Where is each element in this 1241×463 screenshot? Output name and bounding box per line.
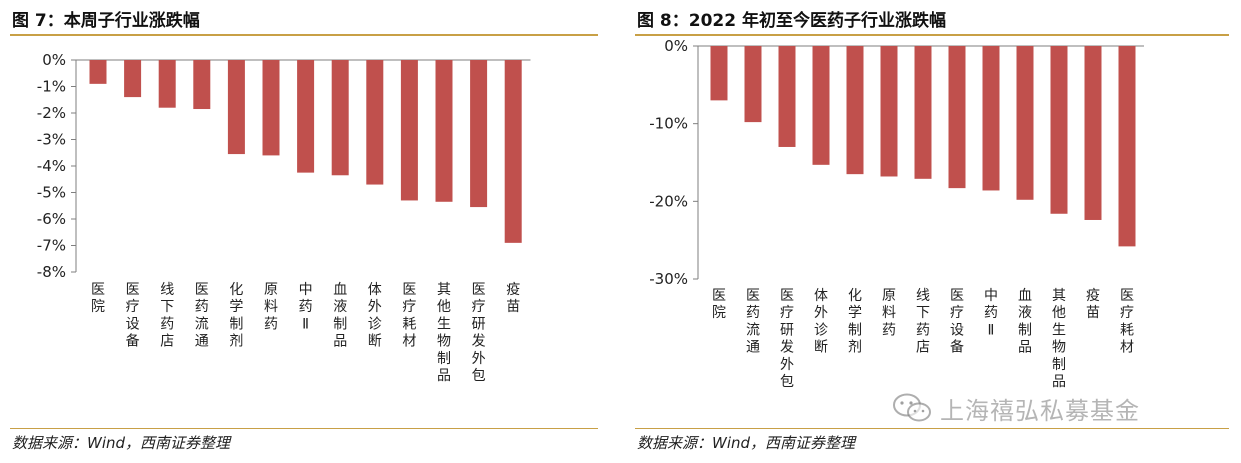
bar bbox=[158, 60, 176, 108]
bar bbox=[297, 60, 315, 173]
wechat-icon bbox=[892, 392, 932, 424]
bottom-rule bbox=[635, 428, 1229, 429]
x-tick-label: 医疗耗材 bbox=[402, 282, 416, 350]
bar bbox=[366, 60, 384, 185]
x-tick-label: 化学制剂 bbox=[229, 282, 243, 350]
title-rule bbox=[10, 34, 598, 36]
x-tick-label: 医疗设备 bbox=[950, 288, 964, 356]
x-tick-label: 医院 bbox=[712, 288, 726, 321]
y-tick-label: -2% bbox=[37, 104, 66, 122]
y-tick-label: -20% bbox=[649, 192, 688, 210]
x-tick-label: 医疗耗材 bbox=[1120, 288, 1134, 356]
bar bbox=[778, 46, 796, 147]
bar bbox=[1016, 46, 1034, 200]
y-tick-label: 0% bbox=[42, 51, 66, 69]
bar bbox=[1084, 46, 1102, 220]
bar bbox=[1050, 46, 1068, 214]
y-tick-label: -30% bbox=[649, 270, 688, 288]
x-tick-label: 化学制剂 bbox=[848, 288, 862, 356]
chart-panel-ytd: 图 8：2022 年初至今医药子行业涨跌幅 0% -10% -20% -30% 医院 医药… bbox=[625, 0, 1241, 463]
x-tick-label: 线下药店 bbox=[160, 282, 174, 350]
bar bbox=[880, 46, 898, 177]
bar bbox=[948, 46, 966, 189]
bar bbox=[435, 60, 453, 202]
x-tick-label: 医药流通 bbox=[746, 288, 760, 356]
bar bbox=[124, 60, 142, 98]
watermark: 上海禧弘私募基金 bbox=[892, 390, 1140, 426]
x-tick-label: 医院 bbox=[91, 282, 105, 315]
x-tick-label: 原料药 bbox=[264, 282, 278, 332]
bar bbox=[331, 60, 349, 176]
x-tick-label: 线下药店 bbox=[916, 288, 930, 356]
bar bbox=[914, 46, 932, 179]
x-tick-label: 中药 Ⅱ bbox=[299, 282, 313, 332]
bar-chart-ytd: 0% -10% -20% -30% 医院 医药流通 医疗研发外包 体外诊断 化学制剂 原料药 线下药… bbox=[649, 37, 1144, 390]
chart-source: 数据来源：Wind，西南证券整理 bbox=[12, 434, 231, 452]
bar bbox=[470, 60, 488, 208]
y-tick-label: -6% bbox=[37, 210, 66, 228]
bar bbox=[262, 60, 280, 156]
x-tick-label: 体外诊断 bbox=[368, 282, 382, 350]
bar bbox=[710, 46, 728, 101]
x-tick-label: 医疗研发外包 bbox=[780, 288, 794, 390]
y-tick-label: -3% bbox=[37, 131, 66, 149]
x-tick-label: 其他生物制品 bbox=[437, 282, 451, 384]
chart-source: 数据来源：Wind，西南证券整理 bbox=[637, 434, 856, 452]
x-tick-label: 体外诊断 bbox=[814, 288, 828, 356]
bottom-rule bbox=[10, 428, 598, 429]
bar bbox=[744, 46, 762, 123]
x-tick-label: 医疗设备 bbox=[126, 282, 140, 350]
y-tick-label: -10% bbox=[649, 115, 688, 133]
bar bbox=[812, 46, 830, 165]
bar-chart-weekly: 0% -1% -2% -3% -4% -5% -6% -7% -8% 医院 医疗设备 线下药店 医药流通… bbox=[37, 51, 531, 384]
chart-title: 图 7：本周子行业涨跌幅 bbox=[12, 11, 200, 31]
x-tick-label: 原料药 bbox=[882, 288, 896, 338]
x-tick-label: 疫苗 bbox=[1086, 288, 1100, 321]
bar bbox=[504, 60, 522, 243]
x-tick-label: 疫苗 bbox=[506, 282, 520, 315]
bar bbox=[400, 60, 418, 201]
y-tick-label: -8% bbox=[37, 263, 66, 281]
x-tick-label: 医药流通 bbox=[195, 282, 209, 350]
chart-panel-weekly: 图 7：本周子行业涨跌幅 0% -1% -2% -3% -4% -5% -6% -7% -8% 医… bbox=[0, 0, 610, 463]
bar bbox=[982, 46, 1000, 191]
bar bbox=[1118, 46, 1136, 247]
bar bbox=[227, 60, 245, 155]
x-tick-label: 中药 Ⅱ bbox=[984, 288, 998, 338]
y-tick-label: -4% bbox=[37, 157, 66, 175]
x-tick-label: 医疗研发外包 bbox=[472, 282, 486, 384]
chart-title: 图 8：2022 年初至今医药子行业涨跌幅 bbox=[637, 11, 946, 31]
bar bbox=[89, 60, 107, 84]
y-tick-label: -5% bbox=[37, 184, 66, 202]
title-rule bbox=[635, 34, 1229, 36]
x-tick-label: 血液制品 bbox=[1018, 288, 1032, 356]
y-tick-label: -7% bbox=[37, 237, 66, 255]
y-tick-label: -1% bbox=[37, 78, 66, 96]
bar bbox=[193, 60, 211, 110]
y-tick-label: 0% bbox=[664, 37, 688, 55]
x-tick-label: 其他生物制品 bbox=[1052, 288, 1066, 390]
watermark-text: 上海禧弘私募基金 bbox=[940, 396, 1140, 425]
bar bbox=[846, 46, 864, 175]
x-tick-label: 血液制品 bbox=[333, 282, 347, 350]
